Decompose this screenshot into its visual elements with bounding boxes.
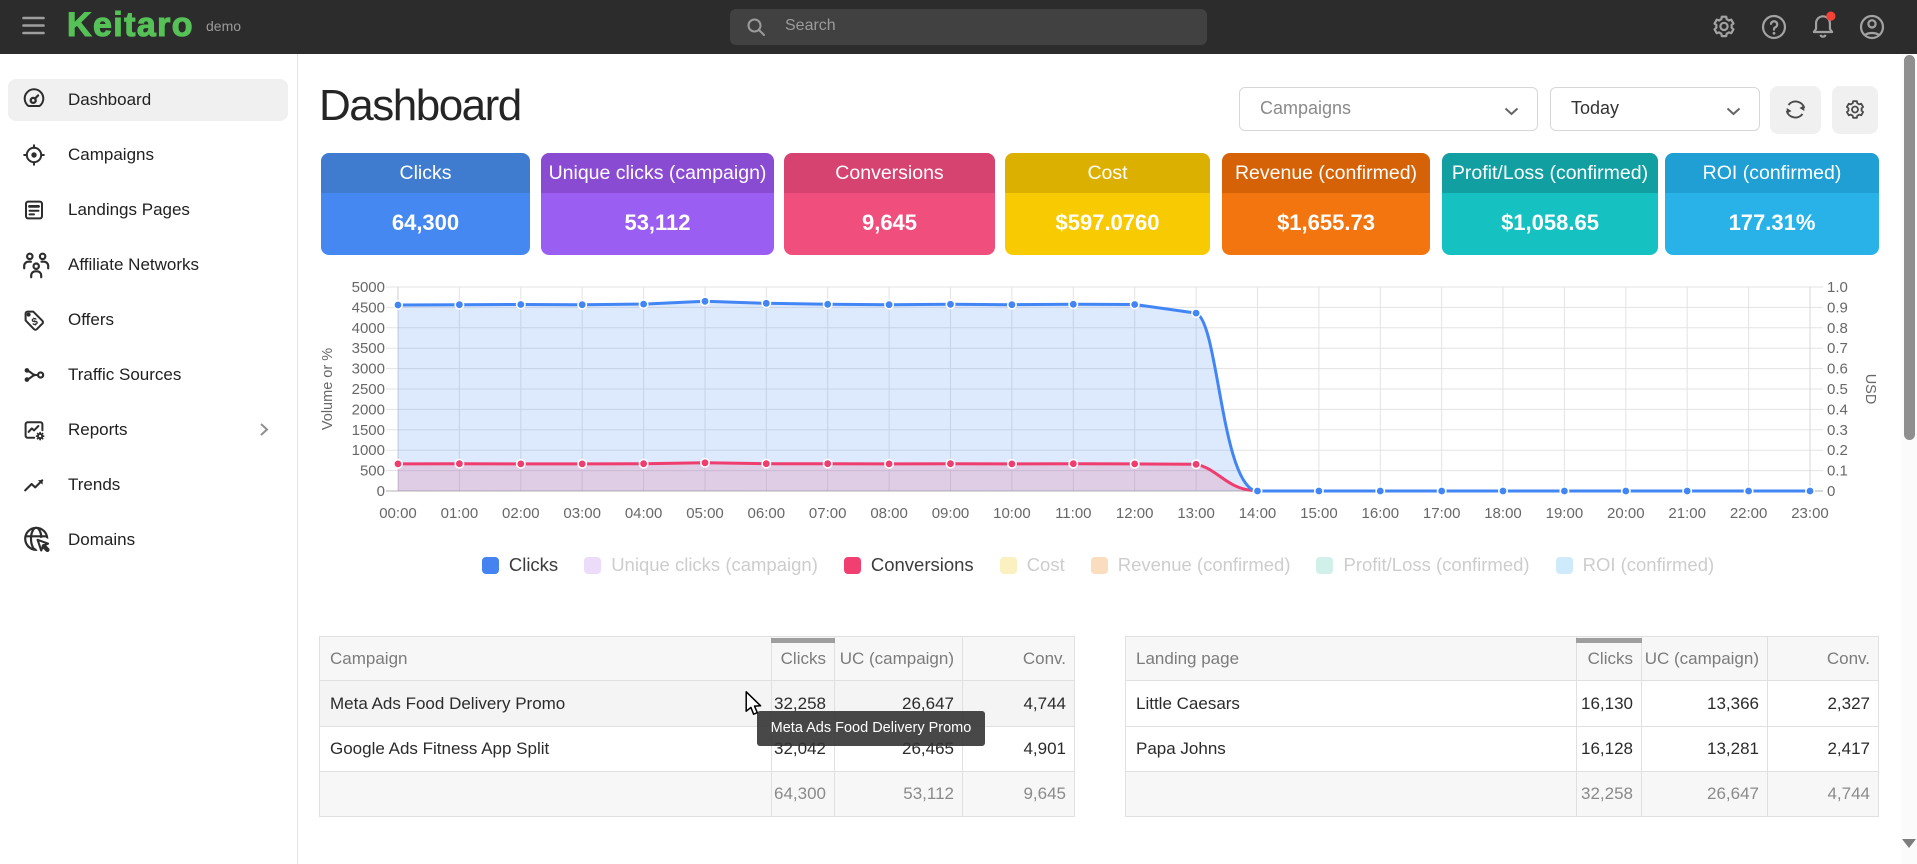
svg-text:04:00: 04:00 <box>625 505 663 522</box>
svg-text:12:00: 12:00 <box>1116 505 1154 522</box>
svg-text:23:00: 23:00 <box>1791 505 1829 522</box>
svg-text:15:00: 15:00 <box>1300 505 1338 522</box>
svg-text:2500: 2500 <box>352 381 385 398</box>
svg-text:07:00: 07:00 <box>809 505 847 522</box>
svg-text:0.7: 0.7 <box>1827 340 1848 357</box>
svg-text:0.2: 0.2 <box>1827 442 1848 459</box>
svg-text:1000: 1000 <box>352 442 385 459</box>
svg-text:0.9: 0.9 <box>1827 299 1848 316</box>
svg-text:3000: 3000 <box>352 361 385 378</box>
svg-text:21:00: 21:00 <box>1668 505 1706 522</box>
svg-text:500: 500 <box>360 463 385 480</box>
svg-text:00:00: 00:00 <box>379 505 417 522</box>
svg-text:22:00: 22:00 <box>1730 505 1768 522</box>
svg-text:0.8: 0.8 <box>1827 320 1848 337</box>
svg-text:18:00: 18:00 <box>1484 505 1522 522</box>
svg-text:$: $ <box>30 315 39 328</box>
svg-text:20:00: 20:00 <box>1607 505 1645 522</box>
svg-text:2000: 2000 <box>352 401 385 418</box>
svg-text:08:00: 08:00 <box>870 505 908 522</box>
svg-text:14:00: 14:00 <box>1239 505 1277 522</box>
svg-text:11:00: 11:00 <box>1055 505 1091 522</box>
svg-text:1.0: 1.0 <box>1827 279 1848 296</box>
svg-text:0.4: 0.4 <box>1827 401 1848 418</box>
svg-text:0.5: 0.5 <box>1827 381 1848 398</box>
svg-text:10:00: 10:00 <box>993 505 1031 522</box>
svg-text:06:00: 06:00 <box>748 505 786 522</box>
svg-text:09:00: 09:00 <box>932 505 970 522</box>
svg-text:0: 0 <box>1827 483 1835 500</box>
svg-text:05:00: 05:00 <box>686 505 724 522</box>
svg-text:16:00: 16:00 <box>1362 505 1400 522</box>
svg-text:0.6: 0.6 <box>1827 361 1848 378</box>
svg-text:0: 0 <box>377 483 385 500</box>
svg-text:02:00: 02:00 <box>502 505 540 522</box>
svg-text:19:00: 19:00 <box>1546 505 1584 522</box>
svg-text:17:00: 17:00 <box>1423 505 1461 522</box>
svg-text:13:00: 13:00 <box>1177 505 1215 522</box>
svg-text:0.3: 0.3 <box>1827 422 1848 439</box>
svg-text:3500: 3500 <box>352 340 385 357</box>
svg-text:0.1: 0.1 <box>1827 463 1848 480</box>
svg-text:4000: 4000 <box>352 320 385 337</box>
svg-text:Volume or %: Volume or % <box>320 348 336 430</box>
svg-text:4500: 4500 <box>352 299 385 316</box>
svg-text:01:00: 01:00 <box>441 505 479 522</box>
svg-text:03:00: 03:00 <box>563 505 601 522</box>
svg-text:USD: USD <box>1862 374 1878 405</box>
svg-text:1500: 1500 <box>352 422 385 439</box>
svg-text:5000: 5000 <box>352 279 385 296</box>
